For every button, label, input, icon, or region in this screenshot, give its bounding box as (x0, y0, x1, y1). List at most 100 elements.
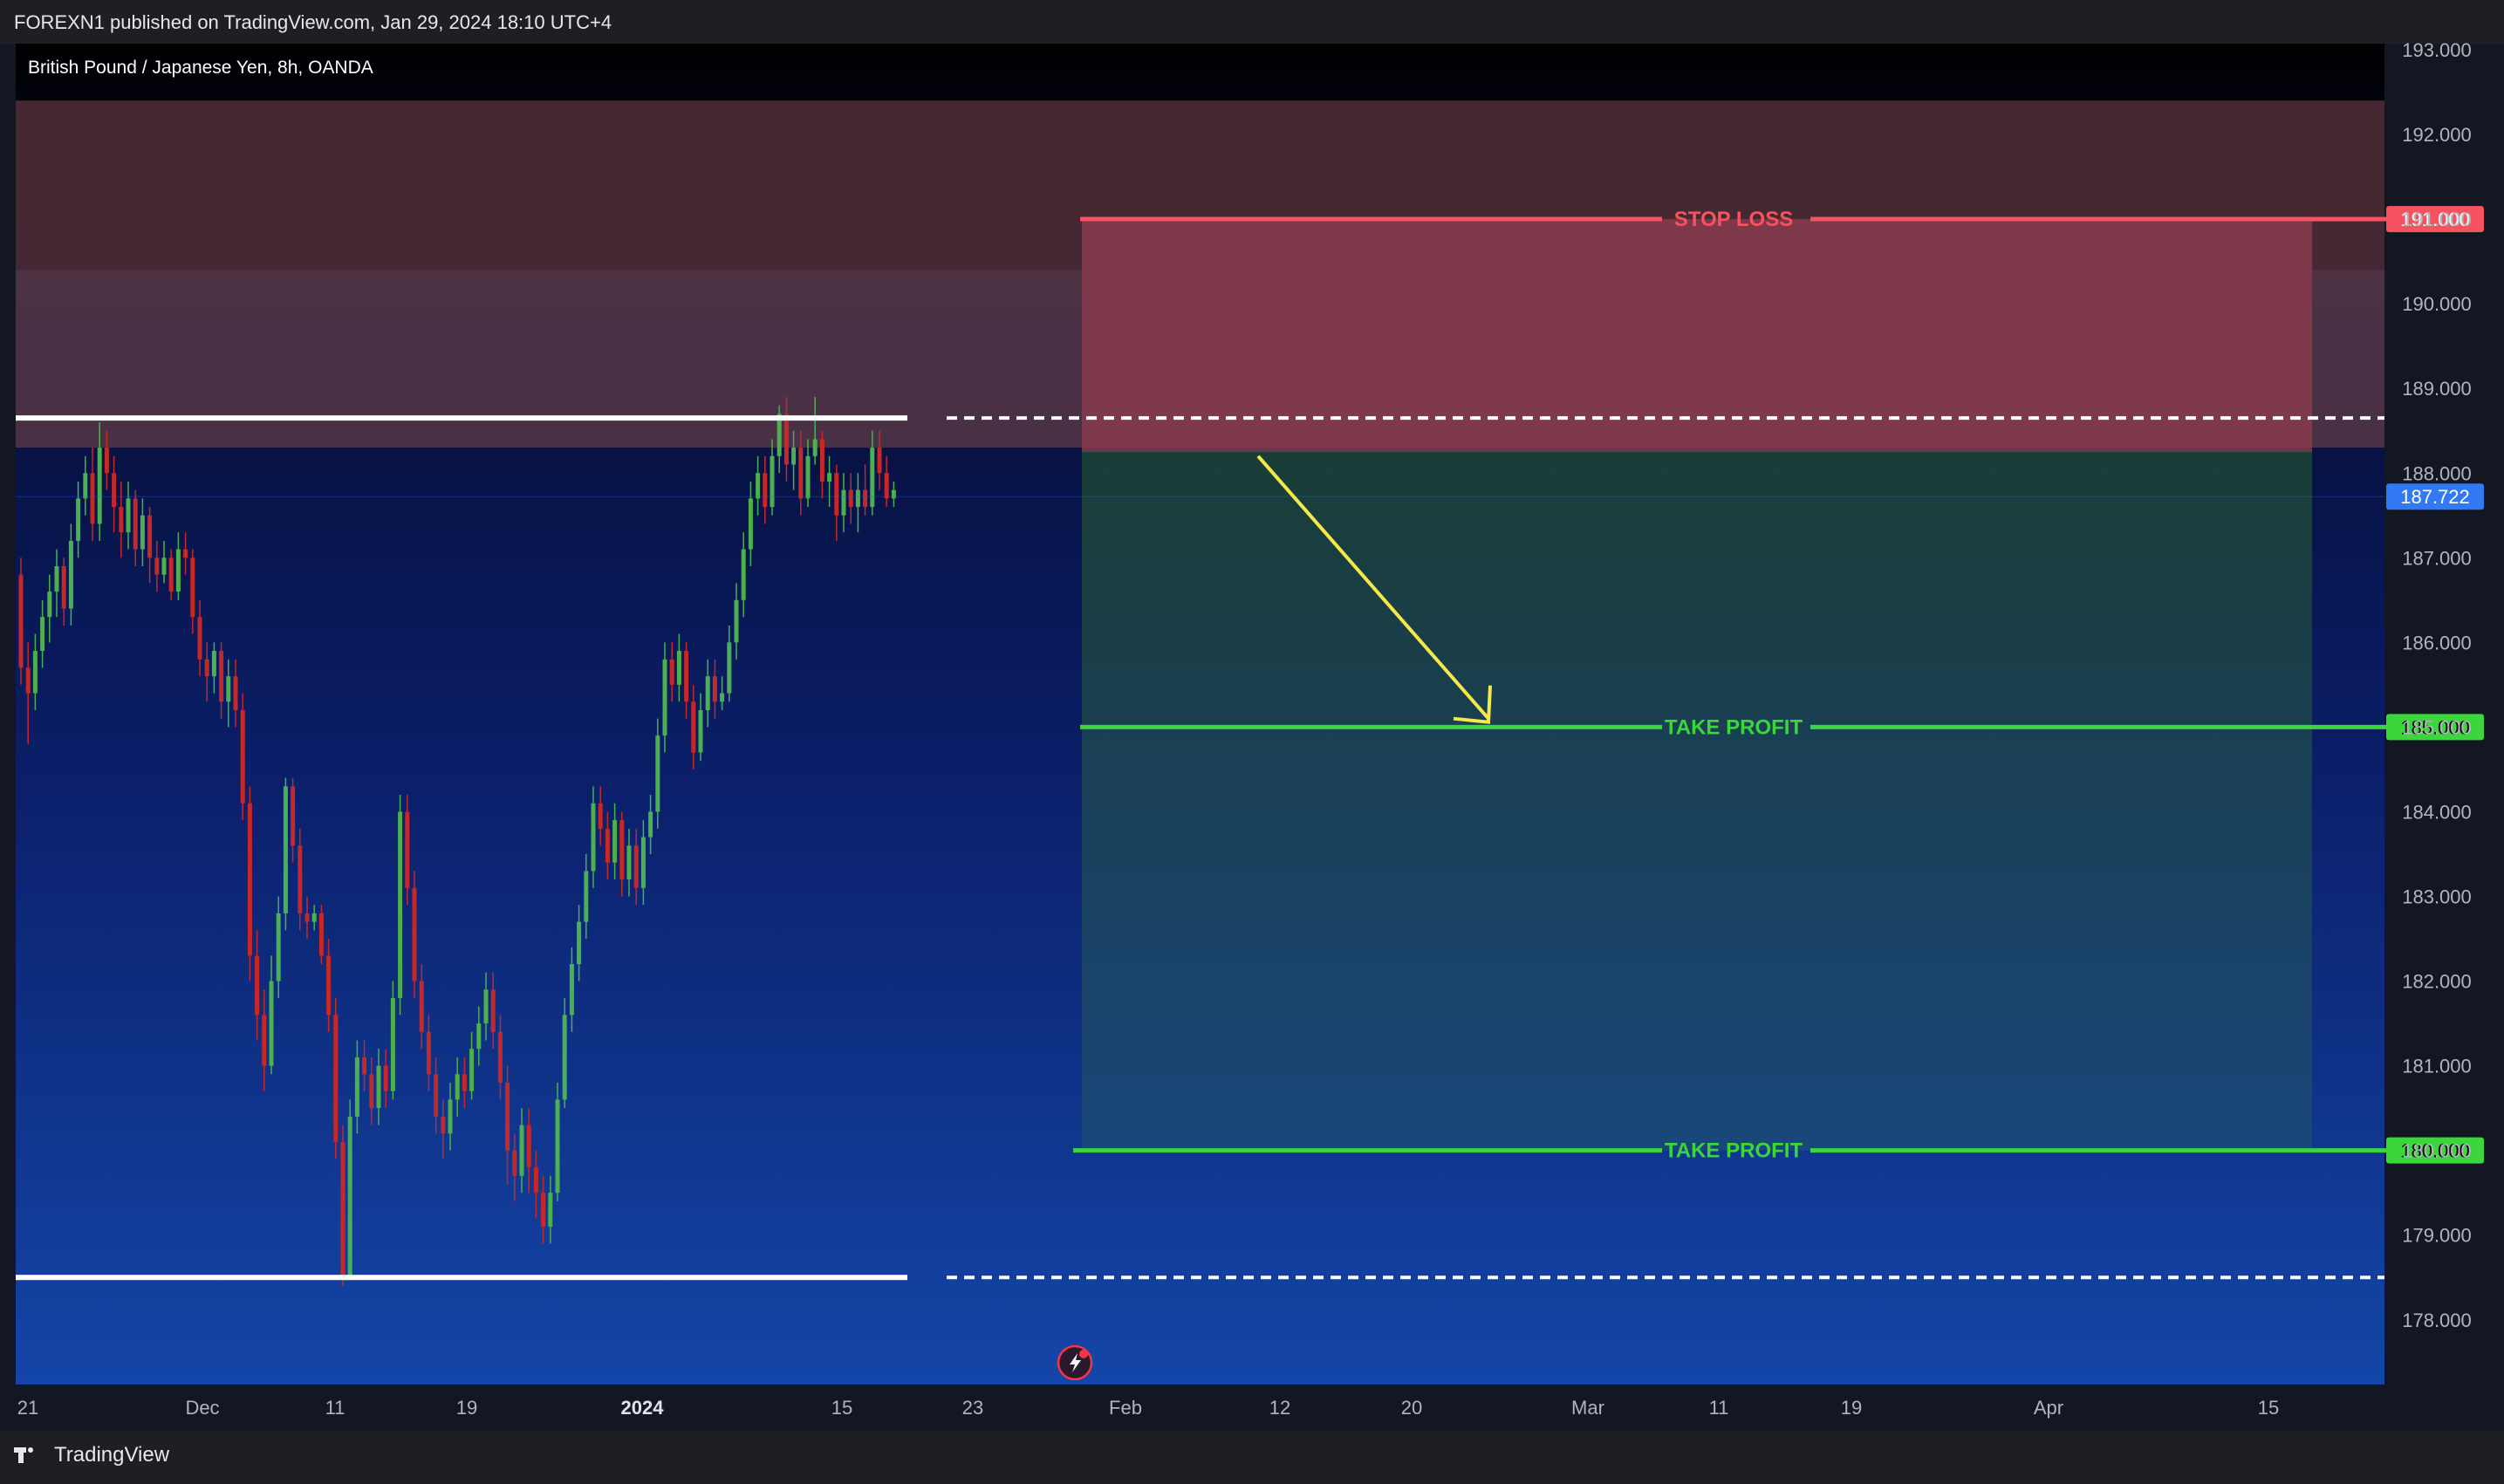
candle-body (812, 439, 818, 456)
candle (783, 396, 789, 482)
candle (770, 439, 775, 516)
candle (304, 896, 310, 940)
candle-body (770, 455, 775, 508)
candle-body (333, 1015, 339, 1142)
candle (848, 473, 853, 524)
last-price-text: 187.722 (2400, 486, 2470, 508)
candle-body (354, 1057, 359, 1117)
candle-body (848, 489, 853, 508)
candle-body (648, 811, 653, 838)
candle (798, 430, 804, 516)
candle (347, 1099, 352, 1278)
candle (298, 828, 303, 931)
candle-body (175, 549, 181, 592)
candle-body (734, 599, 739, 643)
time-tick-label: 15 (831, 1397, 852, 1419)
candle (211, 642, 216, 694)
candle-body (519, 1125, 524, 1176)
candle (119, 481, 124, 558)
candle (640, 820, 646, 906)
candle-body (90, 473, 95, 524)
candle-body (763, 473, 768, 508)
candle-body (376, 1065, 381, 1109)
candle (791, 430, 797, 490)
candle-body (311, 913, 317, 922)
candle (318, 905, 324, 965)
candle-body (133, 498, 138, 550)
candle-body (705, 676, 710, 710)
level-label: STOP LOSS (1674, 208, 1794, 231)
candle-body (190, 557, 195, 618)
time-tick-label: 21 (17, 1397, 38, 1419)
candle-body (262, 1015, 267, 1066)
candle (691, 684, 696, 769)
candle (684, 642, 689, 719)
candle-body (154, 557, 160, 575)
candle (698, 693, 703, 762)
candle-body (347, 1116, 352, 1278)
candle (827, 455, 832, 508)
time-tick-label: 11 (1709, 1397, 1729, 1419)
candle-body (676, 651, 681, 685)
candle (197, 599, 202, 677)
level-label: TAKE PROFIT (1665, 715, 1803, 739)
candle-body (626, 845, 632, 880)
price-tick-label: 187.000 (2402, 547, 2472, 569)
footer-bar (0, 1431, 2504, 1484)
candle-body (619, 820, 625, 880)
candle (748, 481, 753, 567)
price-tick-label: 190.000 (2402, 293, 2472, 315)
candle (648, 795, 653, 854)
candle-body (183, 549, 188, 558)
candle-body (32, 651, 38, 694)
price-tag-box (2386, 1137, 2484, 1164)
candle-body (291, 786, 296, 846)
time-tick-label: 15 (2258, 1397, 2279, 1419)
time-tick-label: 2024 (621, 1397, 665, 1419)
candle (18, 557, 24, 685)
candle-body (490, 989, 496, 1032)
lightning-icon[interactable] (1057, 1344, 1093, 1381)
candle-body (834, 473, 839, 516)
time-tick-label: Apr (2034, 1397, 2063, 1419)
candle (233, 659, 238, 728)
candle (676, 633, 681, 702)
candle-body (97, 448, 102, 524)
candle-body (633, 845, 639, 888)
price-tick-label: 181.000 (2402, 1056, 2472, 1077)
candle-body (512, 1150, 517, 1176)
candle-body (863, 489, 868, 508)
candle-body (204, 659, 209, 677)
candle-body (555, 1099, 560, 1193)
publish-text: FOREXN1 published on TradingView.com, Ja… (14, 11, 612, 33)
stop-loss-zone (1082, 219, 2312, 452)
candle (555, 1083, 560, 1201)
candle (841, 473, 846, 533)
candle-body (497, 1031, 503, 1084)
brand-name: TradingView (54, 1443, 170, 1467)
candle (591, 786, 596, 888)
candle-body (434, 1074, 439, 1117)
candle-body (669, 659, 674, 685)
down-arrow-icon (1256, 455, 1490, 721)
candle-body (655, 735, 660, 812)
price-tick-label: 193.000 (2402, 39, 2472, 61)
candle-body (691, 701, 696, 753)
candle-body (756, 473, 761, 499)
candle (712, 659, 717, 719)
candle-body (698, 709, 703, 753)
candle (83, 455, 88, 516)
candle (183, 532, 188, 575)
candle (756, 455, 761, 516)
candle-body (783, 414, 789, 465)
candle (147, 507, 153, 584)
candle (333, 997, 339, 1159)
candle-body (870, 448, 875, 508)
tradingview-brand[interactable]: TradingView (14, 1443, 169, 1467)
candle-body (247, 803, 252, 956)
candle-body (340, 1141, 345, 1278)
candle (805, 439, 811, 508)
price-tick-label: 185.000 (2402, 716, 2472, 738)
candle (97, 422, 102, 541)
